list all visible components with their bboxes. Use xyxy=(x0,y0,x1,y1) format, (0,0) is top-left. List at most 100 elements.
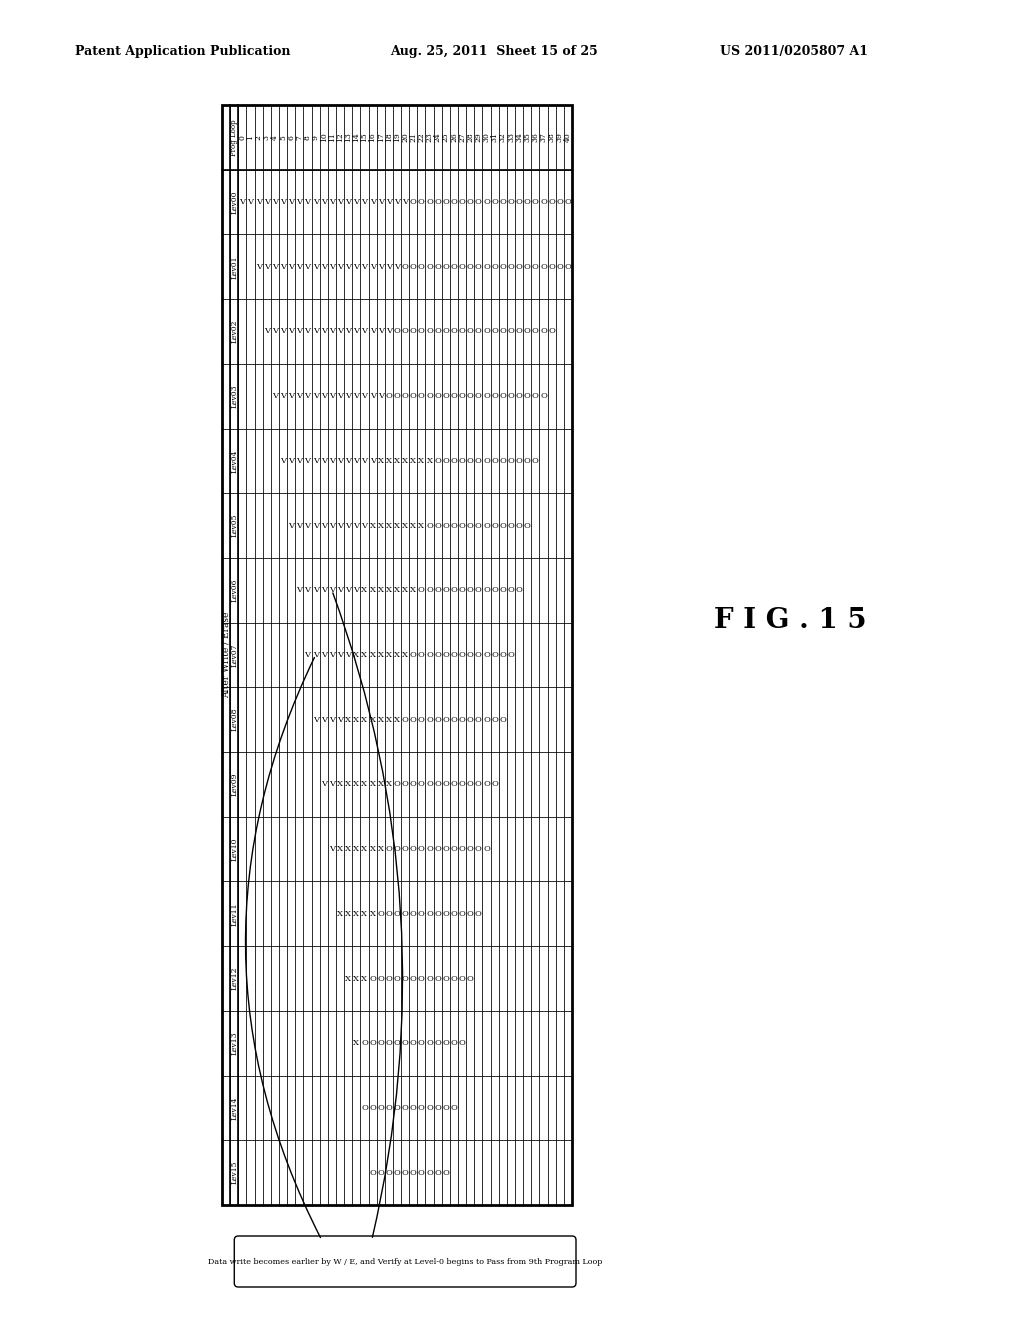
Bar xyxy=(482,817,490,882)
Text: V: V xyxy=(370,263,376,271)
Bar xyxy=(230,623,239,688)
Bar xyxy=(474,170,482,235)
Bar xyxy=(222,817,230,882)
Text: V: V xyxy=(312,457,318,465)
Bar xyxy=(352,752,360,817)
Bar xyxy=(564,946,572,1011)
Bar xyxy=(556,106,564,170)
Text: X: X xyxy=(386,586,392,594)
Text: X: X xyxy=(353,651,359,659)
Bar xyxy=(377,1076,385,1140)
Bar xyxy=(515,817,523,882)
Text: O: O xyxy=(434,1039,441,1047)
Bar xyxy=(466,882,474,946)
Text: V: V xyxy=(280,198,286,206)
Bar xyxy=(458,494,466,558)
Bar xyxy=(344,1076,352,1140)
Bar xyxy=(507,946,515,1011)
Text: X: X xyxy=(370,521,376,529)
Bar xyxy=(433,300,441,364)
Text: O: O xyxy=(451,392,458,400)
Text: Patent Application Publication: Patent Application Publication xyxy=(75,45,291,58)
Bar xyxy=(458,623,466,688)
Text: V: V xyxy=(353,198,359,206)
Text: O: O xyxy=(418,1104,425,1111)
Bar xyxy=(279,106,287,170)
Bar xyxy=(507,882,515,946)
Text: V: V xyxy=(361,457,368,465)
Text: O: O xyxy=(500,586,506,594)
Bar xyxy=(385,429,393,494)
Bar xyxy=(377,882,385,946)
Bar xyxy=(319,623,328,688)
Bar xyxy=(287,688,295,752)
Bar xyxy=(230,106,239,170)
Bar xyxy=(255,752,263,817)
Bar xyxy=(466,494,474,558)
Bar xyxy=(401,817,410,882)
Text: V: V xyxy=(329,392,335,400)
Text: Lev11: Lev11 xyxy=(230,902,239,925)
Bar xyxy=(311,235,319,300)
Text: X: X xyxy=(402,457,409,465)
Bar xyxy=(328,558,336,623)
Text: X: X xyxy=(345,845,351,853)
Bar xyxy=(482,494,490,558)
Bar xyxy=(303,1140,311,1205)
Bar xyxy=(352,1140,360,1205)
Bar xyxy=(482,364,490,429)
Bar xyxy=(328,1076,336,1140)
Text: O: O xyxy=(393,1104,400,1111)
Bar xyxy=(239,752,247,817)
Text: O: O xyxy=(451,845,458,853)
Bar xyxy=(263,817,270,882)
Bar xyxy=(279,688,287,752)
Bar xyxy=(303,882,311,946)
Bar xyxy=(352,882,360,946)
Bar xyxy=(523,1011,531,1076)
Text: V: V xyxy=(312,392,318,400)
Bar xyxy=(328,688,336,752)
Bar xyxy=(247,364,255,429)
Bar xyxy=(474,429,482,494)
Bar xyxy=(369,688,377,752)
Bar xyxy=(548,1076,556,1140)
Text: O: O xyxy=(410,392,417,400)
Text: O: O xyxy=(459,715,466,723)
Bar xyxy=(556,623,564,688)
Bar xyxy=(360,558,369,623)
Text: 24: 24 xyxy=(434,132,441,143)
Bar xyxy=(515,106,523,170)
Text: X: X xyxy=(370,715,376,723)
Bar xyxy=(564,752,572,817)
Bar xyxy=(515,1076,523,1140)
Bar xyxy=(458,106,466,170)
Bar xyxy=(385,1140,393,1205)
Bar xyxy=(344,623,352,688)
Text: V: V xyxy=(240,198,246,206)
Bar xyxy=(393,1011,401,1076)
Bar xyxy=(336,623,344,688)
Bar xyxy=(540,882,548,946)
Bar xyxy=(433,688,441,752)
Bar xyxy=(377,623,385,688)
Bar xyxy=(418,235,426,300)
Bar xyxy=(548,882,556,946)
Text: O: O xyxy=(459,263,466,271)
Bar xyxy=(295,170,303,235)
Bar xyxy=(328,817,336,882)
Bar xyxy=(287,106,295,170)
Text: V: V xyxy=(345,392,351,400)
Bar xyxy=(507,300,515,364)
Bar xyxy=(230,494,239,558)
Bar xyxy=(369,1140,377,1205)
Bar xyxy=(270,170,279,235)
Bar xyxy=(499,364,507,429)
Text: O: O xyxy=(434,909,441,917)
Text: Lev08: Lev08 xyxy=(230,708,239,731)
Bar xyxy=(531,623,540,688)
Bar xyxy=(385,364,393,429)
Bar xyxy=(377,106,385,170)
Text: V: V xyxy=(329,845,335,853)
Bar xyxy=(450,752,458,817)
